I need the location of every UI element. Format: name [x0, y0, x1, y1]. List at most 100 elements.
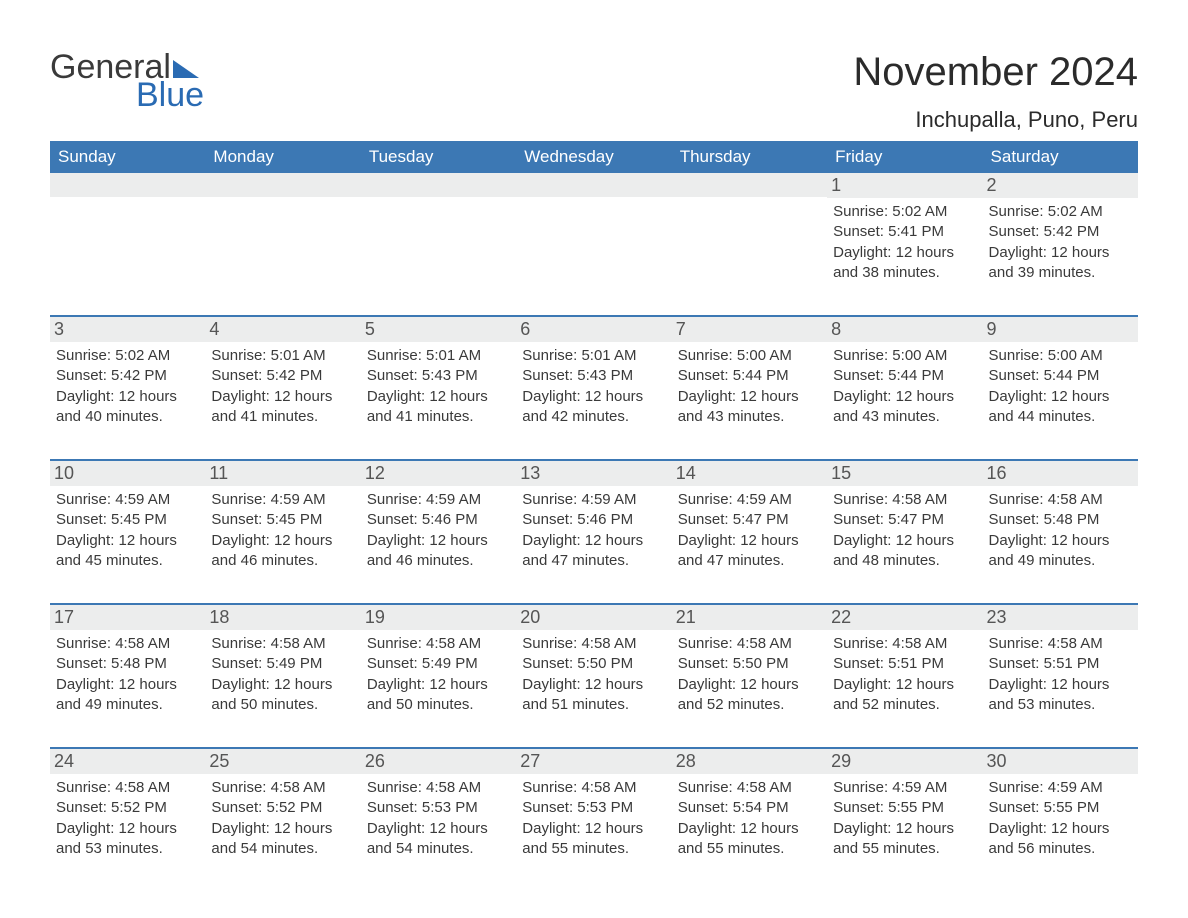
calendar-cell: 28Sunrise: 4:58 AMSunset: 5:54 PMDayligh… [672, 749, 827, 877]
sunrise-text: Sunrise: 4:58 AM [56, 778, 199, 798]
day-number: 22 [827, 605, 982, 630]
sunrise-text: Sunrise: 4:59 AM [367, 490, 510, 510]
day-number: 1 [827, 173, 982, 198]
daylight-text: Daylight: 12 hours and 44 minutes. [989, 387, 1132, 428]
day-number: 29 [827, 749, 982, 774]
sunset-text: Sunset: 5:51 PM [989, 654, 1132, 674]
day-number: 8 [827, 317, 982, 342]
calendar-cell: 8Sunrise: 5:00 AMSunset: 5:44 PMDaylight… [827, 317, 982, 445]
sunrise-text: Sunrise: 4:58 AM [367, 634, 510, 654]
day-number: 9 [983, 317, 1138, 342]
sunset-text: Sunset: 5:42 PM [989, 222, 1132, 242]
brand-logo: General Blue [50, 50, 204, 112]
calendar-week: 24Sunrise: 4:58 AMSunset: 5:52 PMDayligh… [50, 747, 1138, 877]
calendar-cell: 24Sunrise: 4:58 AMSunset: 5:52 PMDayligh… [50, 749, 205, 877]
sunrise-text: Sunrise: 4:58 AM [211, 634, 354, 654]
calendar-cell: 29Sunrise: 4:59 AMSunset: 5:55 PMDayligh… [827, 749, 982, 877]
day-number: 14 [672, 461, 827, 486]
sunrise-text: Sunrise: 4:58 AM [678, 778, 821, 798]
calendar-cell: 18Sunrise: 4:58 AMSunset: 5:49 PMDayligh… [205, 605, 360, 733]
day-number: 10 [50, 461, 205, 486]
sunset-text: Sunset: 5:44 PM [833, 366, 976, 386]
day-number [50, 173, 205, 197]
calendar-cell: 19 Sunrise: 4:58 AMSunset: 5:49 PMDayligh… [361, 605, 516, 733]
daylight-text: Daylight: 12 hours and 45 minutes. [56, 531, 199, 572]
daylight-text: Daylight: 12 hours and 40 minutes. [56, 387, 199, 428]
daylight-text: Daylight: 12 hours and 47 minutes. [678, 531, 821, 572]
sunset-text: Sunset: 5:49 PM [367, 654, 510, 674]
sunset-text: Sunset: 5:52 PM [56, 798, 199, 818]
daylight-text: Daylight: 12 hours and 52 minutes. [678, 675, 821, 716]
sunrise-text: Sunrise: 4:58 AM [989, 634, 1132, 654]
calendar-cell: 30Sunrise: 4:59 AMSunset: 5:55 PMDayligh… [983, 749, 1138, 877]
daylight-text: Daylight: 12 hours and 42 minutes. [522, 387, 665, 428]
location-subtitle: Inchupalla, Puno, Peru [853, 107, 1138, 133]
sunrise-text: Sunrise: 5:02 AM [56, 346, 199, 366]
calendar-cell: 6Sunrise: 5:01 AMSunset: 5:43 PMDaylight… [516, 317, 671, 445]
sunset-text: Sunset: 5:53 PM [522, 798, 665, 818]
day-number: 27 [516, 749, 671, 774]
daylight-text: Daylight: 12 hours and 54 minutes. [367, 819, 510, 860]
day-number: 16 [983, 461, 1138, 486]
daylight-text: Daylight: 12 hours and 48 minutes. [833, 531, 976, 572]
sunrise-text: Sunrise: 4:58 AM [678, 634, 821, 654]
day-number: 3 [50, 317, 205, 342]
sunset-text: Sunset: 5:46 PM [367, 510, 510, 530]
sunset-text: Sunset: 5:47 PM [678, 510, 821, 530]
sunrise-text: Sunrise: 4:58 AM [833, 634, 976, 654]
daylight-text: Daylight: 12 hours and 54 minutes. [211, 819, 354, 860]
sunrise-text: Sunrise: 5:00 AM [678, 346, 821, 366]
sunset-text: Sunset: 5:53 PM [367, 798, 510, 818]
calendar-cell: 12Sunrise: 4:59 AMSunset: 5:46 PMDayligh… [361, 461, 516, 589]
daylight-text: Daylight: 12 hours and 49 minutes. [989, 531, 1132, 572]
header: General Blue November 2024 Inchupalla, P… [50, 50, 1138, 133]
daylight-text: Daylight: 12 hours and 39 minutes. [989, 243, 1132, 284]
calendar-week: 1Sunrise: 5:02 AMSunset: 5:41 PMDaylight… [50, 173, 1138, 301]
day-number: 21 [672, 605, 827, 630]
sunset-text: Sunset: 5:48 PM [56, 654, 199, 674]
daylight-text: Daylight: 12 hours and 43 minutes. [678, 387, 821, 428]
calendar-cell: 2Sunrise: 5:02 AMSunset: 5:42 PMDaylight… [983, 173, 1138, 301]
day-number: 30 [983, 749, 1138, 774]
sunrise-text: Sunrise: 5:01 AM [211, 346, 354, 366]
day-number: 6 [516, 317, 671, 342]
daylight-text: Daylight: 12 hours and 50 minutes. [367, 675, 510, 716]
weekday-header: Wednesday [516, 141, 671, 173]
calendar-cell: 9Sunrise: 5:00 AMSunset: 5:44 PMDaylight… [983, 317, 1138, 445]
calendar-cell: 26Sunrise: 4:58 AMSunset: 5:53 PMDayligh… [361, 749, 516, 877]
sunrise-text: Sunrise: 4:59 AM [522, 490, 665, 510]
sunrise-text: Sunrise: 4:59 AM [56, 490, 199, 510]
calendar-cell: 20Sunrise: 4:58 AMSunset: 5:50 PMDayligh… [516, 605, 671, 733]
sunset-text: Sunset: 5:43 PM [367, 366, 510, 386]
sunrise-text: Sunrise: 4:58 AM [833, 490, 976, 510]
sunset-text: Sunset: 5:45 PM [56, 510, 199, 530]
brand-text-blue: Blue [136, 78, 204, 112]
weekday-header: Friday [827, 141, 982, 173]
sunrise-text: Sunrise: 5:01 AM [367, 346, 510, 366]
calendar-week: 3Sunrise: 5:02 AMSunset: 5:42 PMDaylight… [50, 315, 1138, 445]
calendar-cell: 16Sunrise: 4:58 AMSunset: 5:48 PMDayligh… [983, 461, 1138, 589]
sunrise-text: Sunrise: 4:59 AM [833, 778, 976, 798]
weekday-header: Tuesday [361, 141, 516, 173]
sunset-text: Sunset: 5:45 PM [211, 510, 354, 530]
day-number [672, 173, 827, 197]
calendar-cell: 23Sunrise: 4:58 AMSunset: 5:51 PMDayligh… [983, 605, 1138, 733]
sunrise-text: Sunrise: 4:58 AM [989, 490, 1132, 510]
sunset-text: Sunset: 5:55 PM [989, 798, 1132, 818]
day-number: 19 [361, 605, 516, 630]
day-number: 28 [672, 749, 827, 774]
sunset-text: Sunset: 5:46 PM [522, 510, 665, 530]
day-number: 26 [361, 749, 516, 774]
calendar-cell [672, 173, 827, 301]
calendar-week: 10Sunrise: 4:59 AMSunset: 5:45 PMDayligh… [50, 459, 1138, 589]
daylight-text: Daylight: 12 hours and 53 minutes. [56, 819, 199, 860]
daylight-text: Daylight: 12 hours and 41 minutes. [367, 387, 510, 428]
sunset-text: Sunset: 5:50 PM [678, 654, 821, 674]
day-number [516, 173, 671, 197]
daylight-text: Daylight: 12 hours and 41 minutes. [211, 387, 354, 428]
calendar-cell [361, 173, 516, 301]
sunset-text: Sunset: 5:44 PM [678, 366, 821, 386]
sunrise-text: Sunrise: 5:01 AM [522, 346, 665, 366]
sunset-text: Sunset: 5:42 PM [211, 366, 354, 386]
calendar-cell: 3Sunrise: 5:02 AMSunset: 5:42 PMDaylight… [50, 317, 205, 445]
